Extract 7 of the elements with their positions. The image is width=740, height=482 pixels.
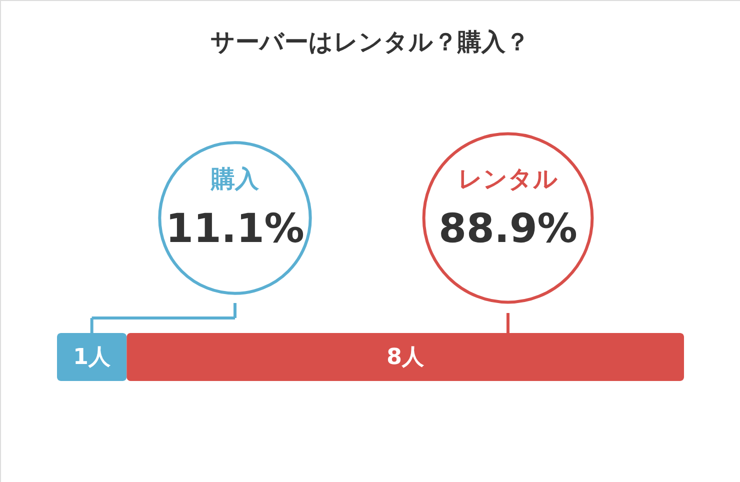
text: レンタル	[458, 165, 558, 193]
data-label: 1人	[73, 345, 112, 370]
chart-title: サーバーはレンタル？購入？	[210, 28, 530, 56]
text: 88.9%	[438, 206, 578, 252]
data-label: 8人	[386, 345, 425, 370]
text: 11.1%	[166, 206, 304, 252]
text: 購入	[210, 165, 260, 193]
